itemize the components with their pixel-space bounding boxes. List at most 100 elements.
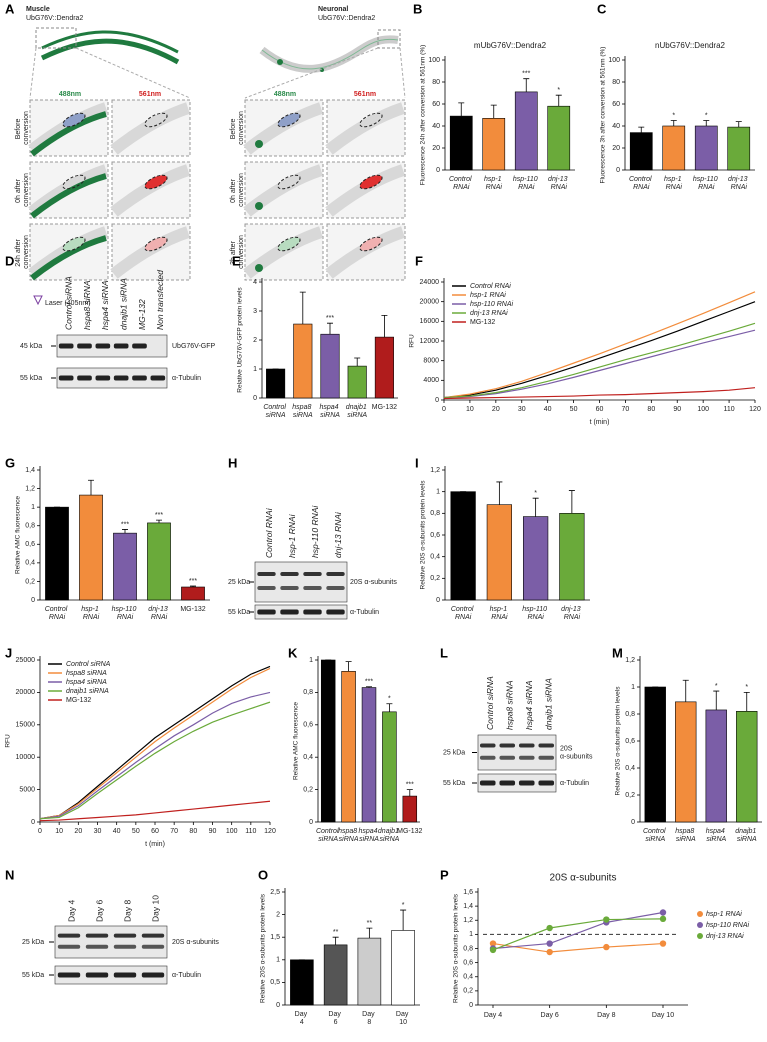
x-tick-label: dnj-13 RNAi — [561, 606, 582, 621]
panel-label: H — [228, 455, 237, 470]
y-axis-label: Fluorescence 24h after conversion at 561… — [420, 45, 427, 186]
marker-label: 25 kDa — [22, 939, 44, 946]
lane-label: dnajb1 siRNA — [544, 678, 554, 730]
band — [77, 375, 92, 381]
channel-label: 561nm — [139, 91, 161, 98]
y-axis-label: Relative UbG76V-GFP protein levels — [237, 287, 244, 393]
x-tick-label: MG-132 — [397, 828, 422, 835]
error-bar — [400, 909, 407, 931]
x-tick-label: dnj-13 RNAi — [728, 176, 749, 191]
x-tick-label: hspa4 siRNA — [319, 404, 340, 419]
x-tick-label: dnajb1 siRNA — [346, 404, 369, 419]
y-tick-label: 100 — [428, 57, 440, 64]
band — [113, 343, 129, 349]
y-tick-label: 0,4 — [463, 974, 473, 981]
y-tick-label: 0 — [276, 1002, 280, 1009]
x-tick-label: hsp-1 RNAi — [81, 606, 100, 621]
band — [57, 944, 81, 949]
error-bar — [345, 661, 352, 672]
legend-label: dnj-13 RNAi — [706, 933, 744, 940]
band — [280, 609, 299, 615]
x-tick-label: 70 — [622, 406, 630, 413]
x-tick-label: hspa4 siRNA — [358, 828, 379, 843]
band — [499, 743, 516, 748]
bar — [662, 125, 686, 171]
error-bar — [458, 102, 465, 117]
x-tick-label: 0 — [38, 828, 42, 835]
x-tick-label: hsp-1 RNAi — [664, 176, 683, 191]
x-tick-label: 120 — [264, 828, 276, 835]
row-label: 3h after conversion — [230, 235, 245, 269]
significance: *** — [365, 679, 373, 686]
line — [443, 322, 756, 399]
bar — [79, 494, 103, 601]
bar — [320, 659, 336, 823]
x-tick-label: dnj-13 RNAi — [548, 176, 569, 191]
conversion-area — [359, 174, 383, 190]
x-tick-label: hspa8 siRNA — [292, 404, 313, 419]
bar — [522, 516, 549, 601]
bar — [450, 491, 476, 601]
legend-label: hsp-1 RNAi — [706, 911, 742, 918]
line — [39, 691, 271, 820]
y-tick-label: 80 — [612, 79, 620, 86]
bar — [147, 522, 171, 601]
band — [518, 780, 535, 786]
y-axis-label: Relative 20S α-subunits protein levels — [420, 480, 427, 590]
x-tick-label: Control siRNA — [643, 828, 668, 843]
y-tick-label: 40 — [612, 123, 620, 130]
channel-label: 561nm — [354, 91, 376, 98]
x-tick-label: Control RNAi — [449, 176, 474, 191]
y-tick-label: 1,2 — [625, 657, 635, 664]
y-tick-label: 60 — [612, 101, 620, 108]
panel-label: M — [612, 645, 623, 660]
row-label: Before conversion — [15, 111, 30, 145]
y-tick-label: 0 — [631, 819, 635, 826]
y-tick-label: 20 — [432, 145, 440, 152]
x-tick-label: Day 4 — [295, 1011, 309, 1026]
channel-label: 488nm — [59, 91, 81, 98]
x-tick-label: hsp-1 RNAi — [484, 176, 503, 191]
y-tick-label: 0,8 — [430, 510, 440, 517]
point — [489, 946, 497, 954]
blot-strip — [56, 334, 168, 358]
band — [326, 586, 345, 590]
x-tick-label: Day 10 — [652, 1012, 674, 1019]
legend-label: hsp-1 RNAi — [470, 292, 506, 299]
band — [141, 972, 165, 978]
y-tick-label: 1,2 — [430, 467, 440, 474]
x-tick-label: hsp-110 RNAi — [522, 606, 549, 621]
panel-label: B — [413, 1, 422, 16]
y-tick-label: 2,5 — [270, 889, 280, 896]
blot-strip — [56, 367, 168, 389]
conversion-area — [277, 236, 301, 252]
significance: * — [705, 112, 708, 119]
line — [39, 701, 271, 820]
error-bar — [523, 78, 530, 92]
row-label: 0h after conversion — [230, 173, 245, 207]
panel-label: D — [5, 253, 14, 268]
row-label: 24h after conversion — [15, 235, 30, 269]
y-axis-label: Relative 20S α-subunits protein levels — [260, 893, 267, 1003]
x-tick-label: Day 4 — [484, 1012, 502, 1019]
band — [113, 944, 137, 949]
bar — [514, 91, 538, 171]
marker-label: 55 kDa — [22, 972, 44, 979]
panel-label: J — [5, 645, 12, 660]
line — [443, 301, 756, 399]
y-tick-label: 0,6 — [463, 959, 473, 966]
band — [132, 375, 147, 381]
y-tick-label: 25000 — [16, 657, 36, 664]
conversion-area — [62, 112, 86, 128]
panel-label: I — [415, 455, 419, 470]
blot-strip — [254, 604, 348, 620]
x-tick-label: 60 — [596, 406, 604, 413]
y-tick-label: 20000 — [16, 689, 36, 696]
panel-label: G — [5, 455, 15, 470]
chart-title: 20S α-subunits — [550, 873, 617, 884]
point — [603, 943, 610, 951]
significance: *** — [189, 578, 197, 585]
bar — [449, 115, 473, 171]
y-tick-label: 15000 — [16, 722, 36, 729]
panel-label: K — [288, 645, 298, 660]
